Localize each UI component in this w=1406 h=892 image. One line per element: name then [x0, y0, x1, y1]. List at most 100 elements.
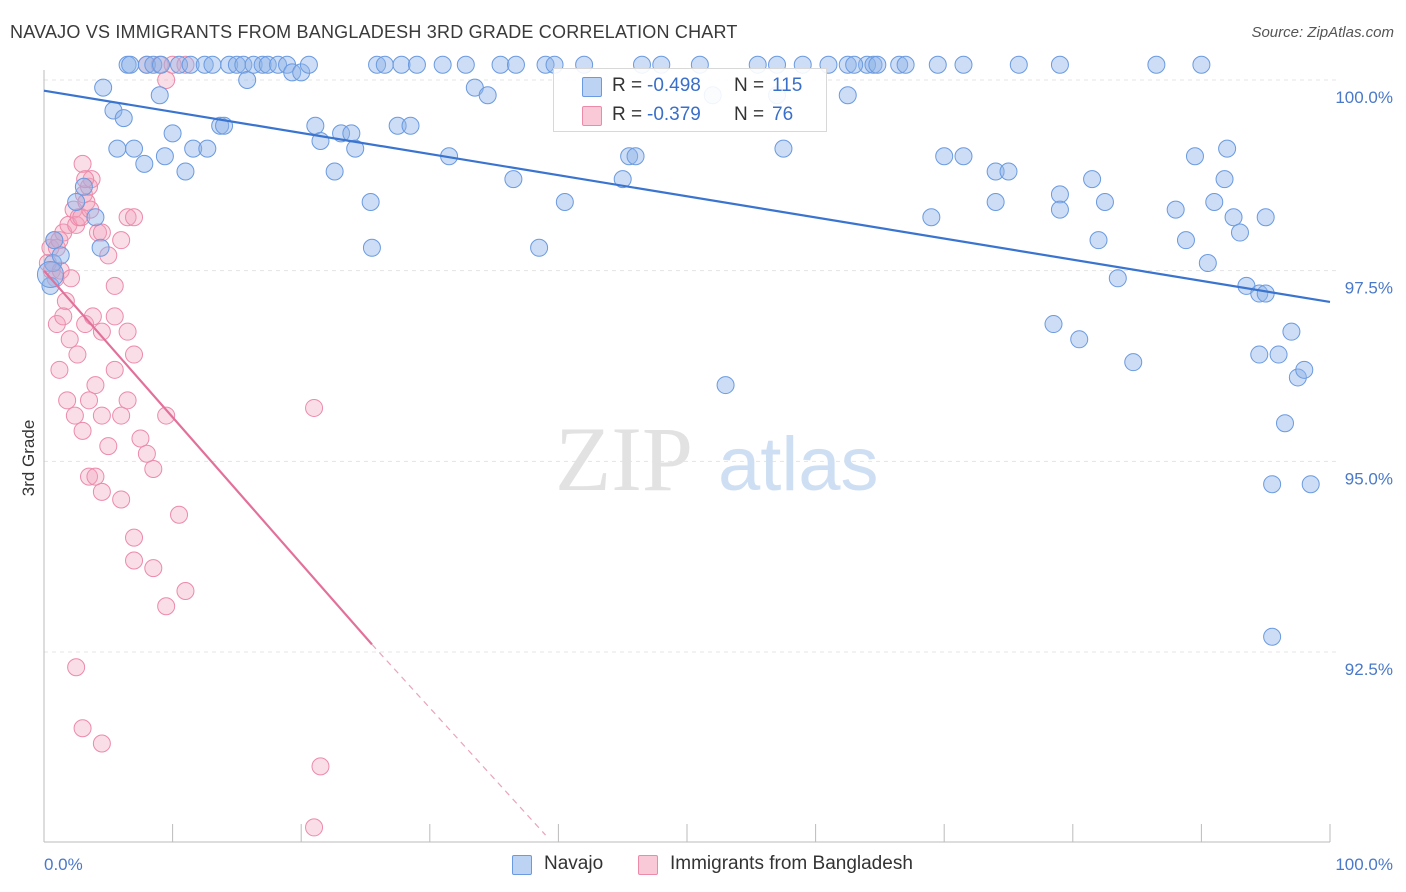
x-tick-label: 0.0% — [44, 855, 83, 874]
navajo-point — [299, 55, 318, 74]
bangladesh-point — [54, 307, 73, 326]
navajo-point — [555, 193, 574, 212]
bangladesh-point — [92, 322, 111, 341]
navajo-point — [1218, 139, 1237, 158]
bangladesh-point — [86, 376, 105, 395]
bangladesh-point — [176, 55, 195, 74]
bangladesh-point — [157, 71, 176, 89]
bangladesh-point — [82, 170, 101, 189]
bangladesh-point — [73, 154, 92, 173]
navajo-point — [269, 55, 288, 74]
navajo-point — [838, 55, 857, 74]
bangladesh-point — [99, 246, 118, 265]
navajo-point — [198, 139, 217, 158]
navajo-point — [91, 238, 110, 257]
grid-lines: 100.0% 97.5% 95.0% 92.5% — [44, 79, 1393, 679]
bangladesh-point — [131, 429, 150, 448]
navajo-point — [1089, 231, 1108, 250]
navajo-point — [935, 147, 954, 166]
bangladesh-point — [56, 292, 75, 311]
bangladesh-point — [51, 261, 70, 280]
navajo-point — [67, 193, 86, 212]
bangladesh-point — [92, 406, 111, 425]
navajo-point — [388, 116, 407, 135]
navajo-point — [1108, 269, 1127, 288]
bangladesh-point — [311, 757, 330, 776]
bangladesh-point — [83, 307, 102, 326]
navajo-point — [716, 376, 735, 395]
navajo-point — [407, 55, 426, 74]
bangladesh-point — [305, 398, 324, 417]
bangladesh-point — [125, 345, 144, 364]
navajo-point — [1198, 254, 1217, 273]
navajo-point — [181, 55, 200, 74]
legend-n-value: 115 — [772, 75, 803, 96]
bangladesh-point — [112, 406, 131, 425]
navajo-point — [125, 139, 144, 158]
navajo-point — [986, 162, 1005, 181]
navajo-point — [1275, 414, 1294, 433]
navajo-point — [1124, 353, 1143, 372]
bangladesh-point — [58, 391, 77, 410]
navajo-point — [954, 55, 973, 74]
navajo-point — [1301, 475, 1320, 494]
source-label[interactable]: Source: ZipAtlas.com — [1251, 24, 1394, 41]
navajo-point — [433, 55, 452, 74]
bangladesh-point — [67, 658, 86, 677]
bangladesh-point — [157, 406, 176, 425]
navajo-point — [491, 55, 510, 74]
navajo-point — [238, 71, 257, 89]
navajo-point — [1095, 193, 1114, 212]
navajo-point — [234, 55, 253, 74]
y-tick-label: 97.5% — [1345, 279, 1393, 298]
bangladesh-point — [80, 391, 99, 410]
navajo-point — [368, 55, 387, 74]
navajo-point — [346, 139, 365, 158]
navajo-point — [211, 116, 230, 135]
navajo-point — [530, 238, 549, 257]
navajo-point — [258, 55, 277, 74]
legend-swatch-navajo — [512, 855, 532, 875]
navajo-point — [45, 231, 64, 250]
navajo-point — [375, 55, 394, 74]
bangladesh-point — [118, 391, 137, 410]
navajo-point — [184, 139, 203, 158]
legend-swatch-navajo — [582, 77, 602, 97]
bangladesh-point — [80, 467, 99, 486]
navajo-point — [135, 154, 154, 173]
bangladesh-point — [73, 421, 92, 440]
bangladesh-point — [47, 315, 66, 334]
navajo-point — [838, 86, 857, 105]
navajo-point — [456, 55, 475, 74]
navajo-point — [144, 55, 163, 74]
navajo-point — [999, 162, 1018, 181]
navajo-point — [114, 109, 133, 128]
navajo-point — [332, 124, 351, 143]
navajo-point — [1176, 231, 1195, 250]
bangladesh-point — [68, 345, 87, 364]
bangladesh-point — [50, 360, 69, 379]
legend-swatch-bangladesh — [638, 855, 658, 875]
navajo-point — [203, 55, 222, 74]
axes: 0.0% 100.0% — [43, 70, 1393, 874]
bangladesh-point — [170, 505, 189, 524]
y-axis-title: 3rd Grade — [19, 420, 38, 497]
navajo-point — [283, 63, 302, 82]
bangladesh-point — [92, 734, 111, 753]
navajo-point — [1215, 170, 1234, 189]
navajo-point — [1263, 627, 1282, 646]
navajo-point — [504, 170, 523, 189]
bangladesh-point — [76, 315, 95, 334]
legend-r-label: R = — [612, 75, 643, 96]
bangladesh-point — [65, 406, 84, 425]
navajo-point — [1147, 55, 1166, 74]
bangladesh-point — [92, 223, 111, 242]
navajo-point — [1050, 55, 1069, 74]
navajo-point — [954, 147, 973, 166]
bangladesh-point — [92, 482, 111, 501]
bangladesh-point — [118, 322, 137, 341]
navajo-point — [1070, 330, 1089, 349]
navajo-point — [536, 55, 555, 74]
navajo-point — [150, 86, 169, 105]
navajo-point — [1295, 360, 1314, 379]
